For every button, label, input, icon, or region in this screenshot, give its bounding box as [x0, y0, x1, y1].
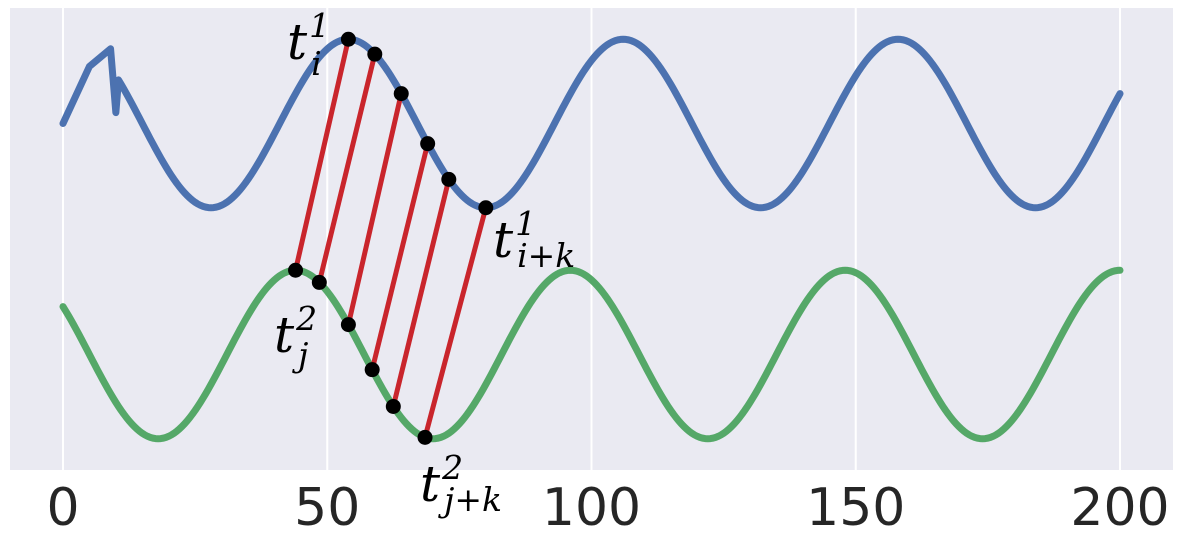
- top-marker-1: [367, 46, 383, 62]
- bottom-marker-5: [417, 429, 433, 445]
- series-layer: [59, 35, 1124, 443]
- series-line-0: [59, 35, 1124, 212]
- alignment-line-5: [422, 207, 489, 439]
- top-marker-4: [441, 171, 457, 187]
- bottom-marker-1: [311, 274, 327, 290]
- alignment-line-0: [293, 38, 351, 271]
- annotation-top-end: t1 i+k: [493, 204, 575, 275]
- alignment-line-2: [345, 93, 404, 326]
- top-marker-2: [393, 86, 409, 102]
- bottom-marker-3: [364, 362, 380, 378]
- x-tick-label-1: 50: [294, 478, 360, 538]
- x-tick-label-0: 0: [46, 478, 79, 538]
- top-marker-5: [478, 200, 494, 216]
- bottom-marker-4: [385, 398, 401, 414]
- alignment-line-4: [390, 178, 452, 408]
- annotation-bottom-end: t2 j+k: [420, 448, 502, 519]
- x-axis-ticks: 0 50 100 150 200: [46, 478, 1169, 538]
- x-tick-label-2: 100: [542, 478, 641, 538]
- top-marker-3: [420, 136, 436, 152]
- annotation-top-start: t1 i: [287, 6, 330, 83]
- top-marker-0: [340, 31, 356, 47]
- alignment-line-1: [316, 53, 378, 283]
- alignment-line-3: [369, 143, 431, 371]
- alignment-markers: [288, 31, 494, 445]
- bottom-marker-2: [340, 317, 356, 333]
- x-tick-label-3: 150: [806, 478, 905, 538]
- bottom-marker-0: [288, 262, 304, 278]
- grid: [62, 8, 1121, 470]
- series-line-1: [59, 266, 1124, 443]
- x-tick-label-4: 200: [1070, 478, 1169, 538]
- alignment-lines: [293, 38, 489, 439]
